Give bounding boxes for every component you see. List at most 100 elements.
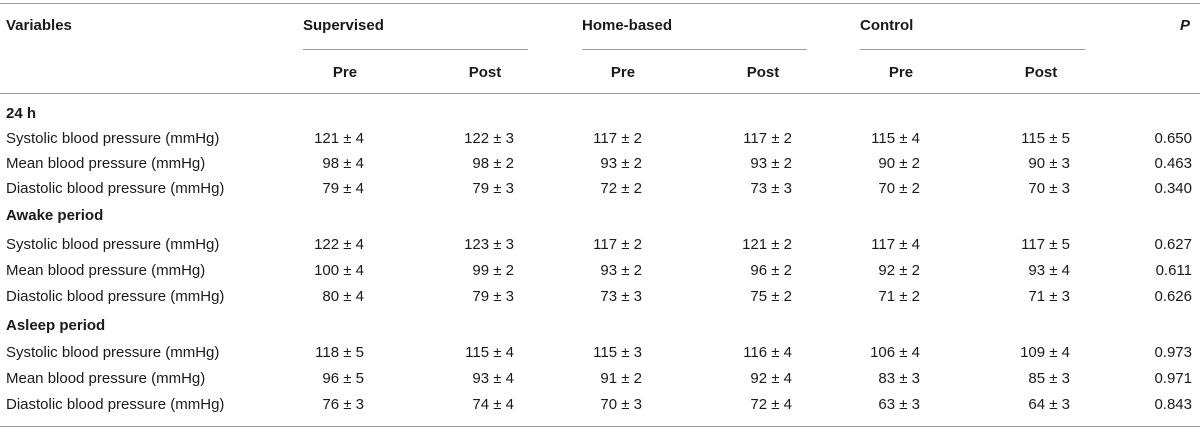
p-value: 0.340 xyxy=(1154,180,1192,197)
header-sub-pre: Pre xyxy=(888,64,914,81)
header-sub-post: Post xyxy=(1024,64,1058,81)
p-value: 0.971 xyxy=(1154,370,1192,387)
header-variables: Variables xyxy=(6,17,72,34)
table-header-rule xyxy=(0,93,1200,94)
p-value: 0.463 xyxy=(1154,155,1192,172)
section-title: Asleep period xyxy=(6,317,106,334)
header-sub-post: Post xyxy=(468,64,502,81)
section-heading-row: Asleep period xyxy=(0,313,1200,339)
control-post-value: 64 ± 3 xyxy=(1028,396,1070,413)
table-row: Systolic blood pressure (mmHg) 121 ± 4 1… xyxy=(0,126,1200,152)
home-based-pre-value: 70 ± 3 xyxy=(600,396,642,413)
row-label: Mean blood pressure (mmHg) xyxy=(6,262,206,279)
control-post-value: 117 ± 5 xyxy=(1021,236,1070,253)
control-post-value: 85 ± 3 xyxy=(1028,370,1070,387)
section-title: 24 h xyxy=(6,105,37,122)
table-row: Diastolic blood pressure (mmHg) 80 ± 4 7… xyxy=(0,284,1200,310)
supervised-post-value: 79 ± 3 xyxy=(472,288,514,305)
supervised-pre-value: 121 ± 4 xyxy=(314,130,364,147)
p-value: 0.973 xyxy=(1154,344,1192,361)
control-post-value: 109 ± 4 xyxy=(1020,344,1070,361)
control-post-value: 71 ± 3 xyxy=(1028,288,1070,305)
home-based-pre-value: 117 ± 2 xyxy=(593,130,642,147)
control-post-value: 93 ± 4 xyxy=(1028,262,1070,279)
header-group-home-based: Home-based xyxy=(582,17,673,34)
header-sub-pre: Pre xyxy=(332,64,358,81)
table-row: Systolic blood pressure (mmHg) 122 ± 4 1… xyxy=(0,232,1200,258)
header-group-control: Control xyxy=(860,17,914,34)
header-sub-pre: Pre xyxy=(610,64,636,81)
section-heading-row: 24 h xyxy=(0,101,1200,127)
supervised-pre-value: 100 ± 4 xyxy=(314,262,364,279)
table-row: Systolic blood pressure (mmHg) 118 ± 5 1… xyxy=(0,340,1200,366)
home-based-post-value: 93 ± 2 xyxy=(750,155,792,172)
home-based-pre-value: 72 ± 2 xyxy=(600,180,642,197)
control-post-value: 115 ± 5 xyxy=(1021,130,1070,147)
row-label: Diastolic blood pressure (mmHg) xyxy=(6,180,225,197)
supervised-post-value: 123 ± 3 xyxy=(464,236,514,253)
p-value: 0.627 xyxy=(1154,236,1192,253)
p-value: 0.650 xyxy=(1154,130,1192,147)
header-sub-post: Post xyxy=(746,64,780,81)
supervised-post-value: 79 ± 3 xyxy=(472,180,514,197)
table-row: Diastolic blood pressure (mmHg) 79 ± 4 7… xyxy=(0,176,1200,202)
section-title: Awake period xyxy=(6,207,104,224)
header-p: P xyxy=(1179,17,1190,34)
supervised-pre-value: 80 ± 4 xyxy=(322,288,364,305)
control-group-rule xyxy=(860,49,1085,50)
control-pre-value: 106 ± 4 xyxy=(870,344,920,361)
home-based-post-value: 92 ± 4 xyxy=(750,370,792,387)
control-pre-value: 71 ± 2 xyxy=(878,288,920,305)
control-post-value: 70 ± 3 xyxy=(1028,180,1070,197)
home-based-post-value: 96 ± 2 xyxy=(750,262,792,279)
control-pre-value: 63 ± 3 xyxy=(878,396,920,413)
home-based-pre-value: 73 ± 3 xyxy=(600,288,642,305)
table-bottom-rule xyxy=(0,426,1200,427)
table-row: Diastolic blood pressure (mmHg) 76 ± 3 7… xyxy=(0,392,1200,418)
home-based-post-value: 72 ± 4 xyxy=(750,396,792,413)
row-label: Diastolic blood pressure (mmHg) xyxy=(6,288,225,305)
supervised-post-value: 115 ± 4 xyxy=(465,344,514,361)
row-label: Mean blood pressure (mmHg) xyxy=(6,370,206,387)
home-based-pre-value: 93 ± 2 xyxy=(600,262,642,279)
supervised-group-rule xyxy=(303,49,528,50)
table-row: Mean blood pressure (mmHg) 100 ± 4 99 ± … xyxy=(0,258,1200,284)
row-label: Systolic blood pressure (mmHg) xyxy=(6,236,220,253)
supervised-pre-value: 96 ± 5 xyxy=(322,370,364,387)
supervised-post-value: 93 ± 4 xyxy=(472,370,514,387)
supervised-post-value: 99 ± 2 xyxy=(472,262,514,279)
home-based-post-value: 116 ± 4 xyxy=(743,344,792,361)
row-label: Diastolic blood pressure (mmHg) xyxy=(6,396,225,413)
home-based-pre-value: 91 ± 2 xyxy=(600,370,642,387)
supervised-pre-value: 122 ± 4 xyxy=(314,236,364,253)
p-value: 0.843 xyxy=(1154,396,1192,413)
home-based-pre-value: 93 ± 2 xyxy=(600,155,642,172)
p-value: 0.626 xyxy=(1154,288,1192,305)
control-pre-value: 117 ± 4 xyxy=(871,236,920,253)
home-based-pre-value: 115 ± 3 xyxy=(593,344,642,361)
control-pre-value: 83 ± 3 xyxy=(878,370,920,387)
home-based-post-value: 121 ± 2 xyxy=(742,236,792,253)
table-row: Mean blood pressure (mmHg) 98 ± 4 98 ± 2… xyxy=(0,151,1200,177)
supervised-post-value: 98 ± 2 xyxy=(472,155,514,172)
table-top-rule xyxy=(0,3,1200,4)
row-label: Mean blood pressure (mmHg) xyxy=(6,155,206,172)
home-based-group-rule xyxy=(582,49,807,50)
header-group-supervised: Supervised xyxy=(303,17,384,34)
supervised-pre-value: 79 ± 4 xyxy=(322,180,364,197)
row-label: Systolic blood pressure (mmHg) xyxy=(6,344,220,361)
supervised-pre-value: 76 ± 3 xyxy=(322,396,364,413)
control-pre-value: 70 ± 2 xyxy=(878,180,920,197)
home-based-post-value: 73 ± 3 xyxy=(750,180,792,197)
home-based-pre-value: 117 ± 2 xyxy=(593,236,642,253)
row-label: Systolic blood pressure (mmHg) xyxy=(6,130,220,147)
control-pre-value: 92 ± 2 xyxy=(878,262,920,279)
home-based-post-value: 75 ± 2 xyxy=(750,288,792,305)
home-based-post-value: 117 ± 2 xyxy=(743,130,792,147)
control-pre-value: 90 ± 2 xyxy=(878,155,920,172)
supervised-post-value: 74 ± 4 xyxy=(472,396,514,413)
section-heading-row: Awake period xyxy=(0,203,1200,229)
table-row: Mean blood pressure (mmHg) 96 ± 5 93 ± 4… xyxy=(0,366,1200,392)
control-post-value: 90 ± 3 xyxy=(1028,155,1070,172)
supervised-pre-value: 98 ± 4 xyxy=(322,155,364,172)
